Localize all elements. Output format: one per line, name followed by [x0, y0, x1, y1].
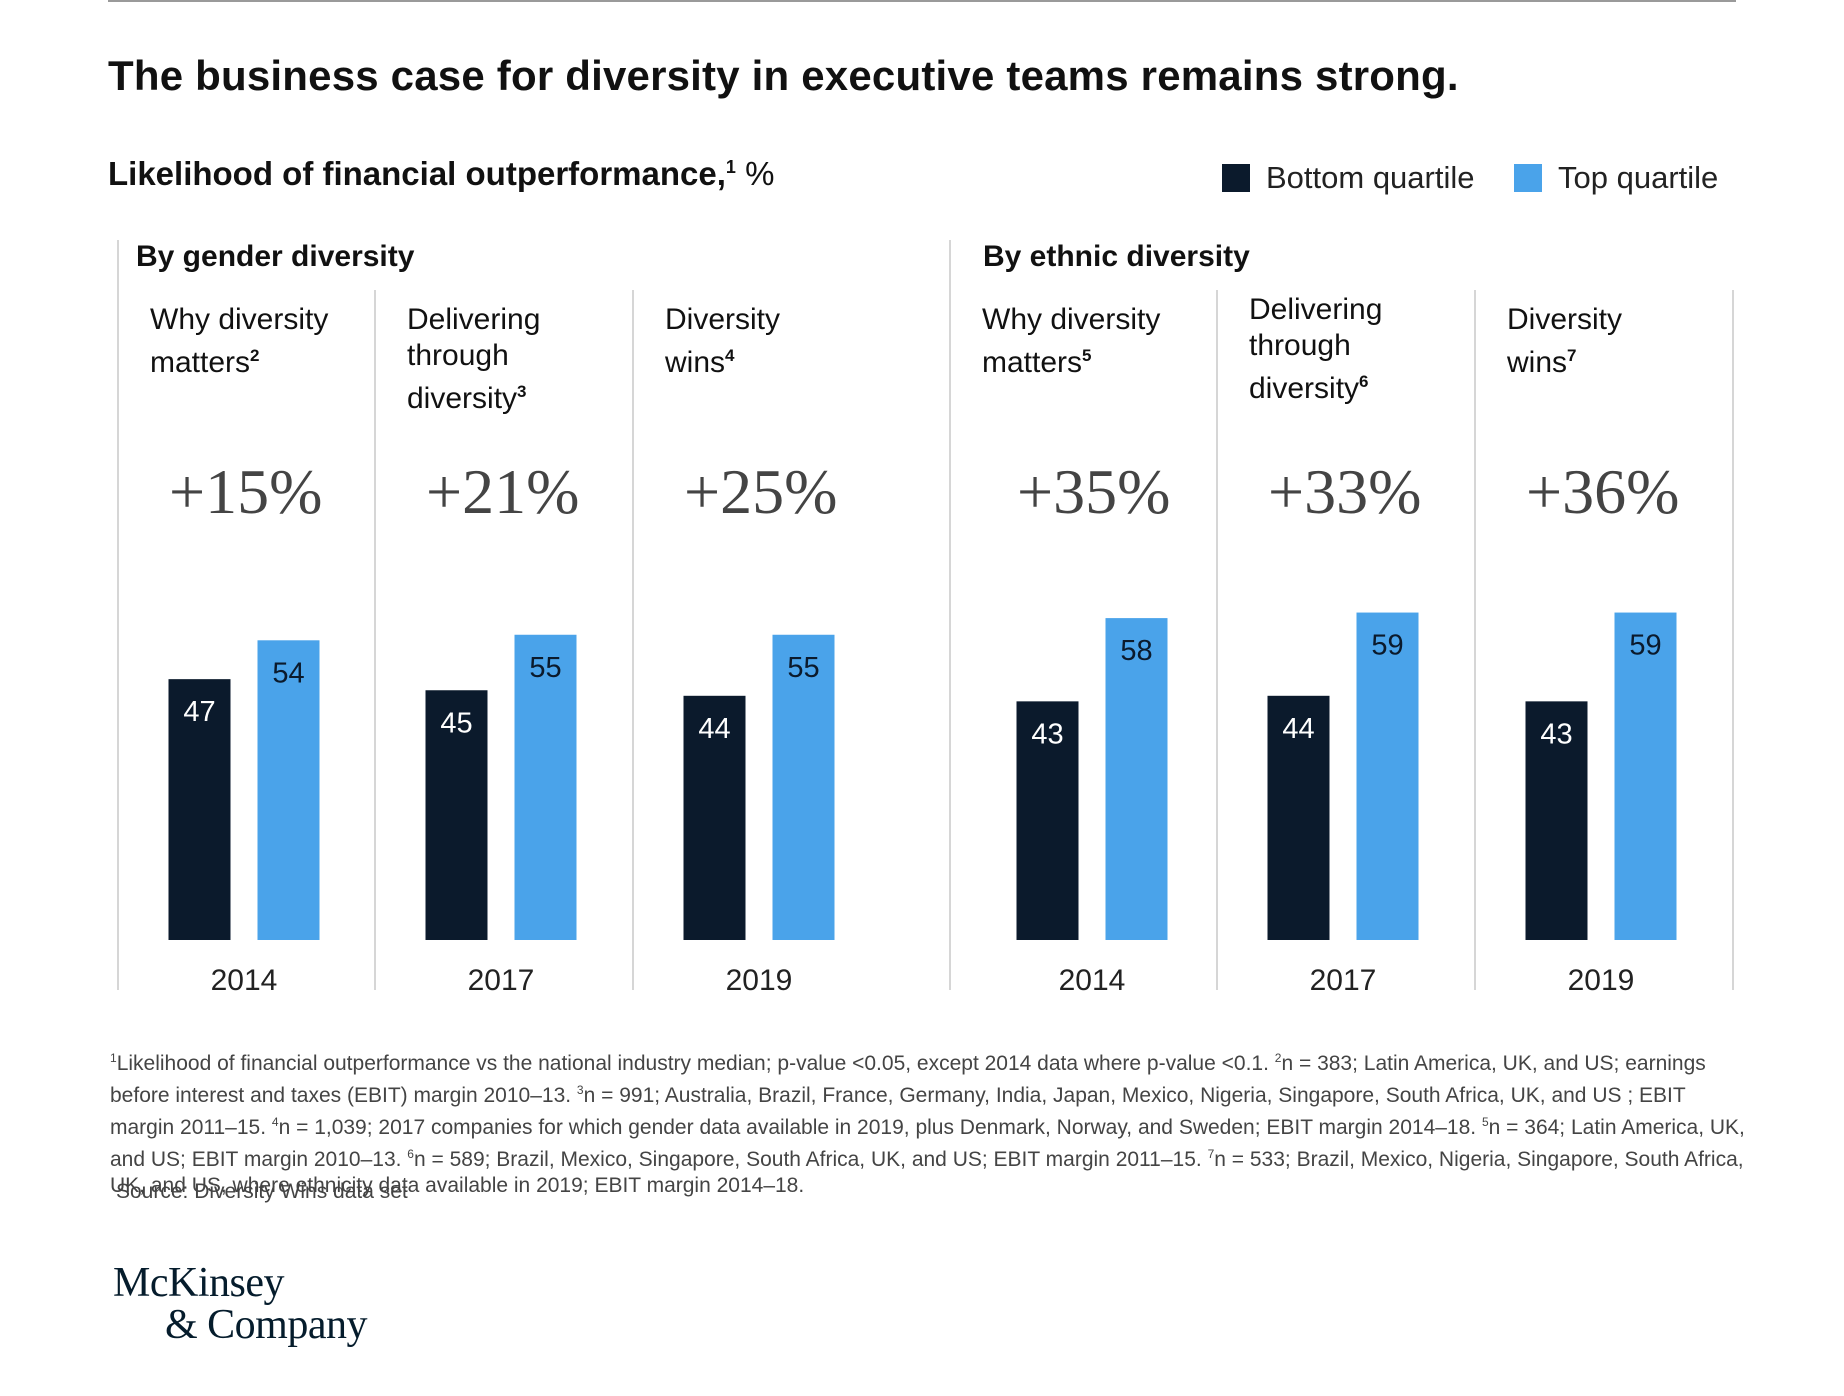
study-heading: Diversity wins4	[665, 302, 780, 381]
bar-label-bottom: 43	[1031, 718, 1063, 750]
outperformance-delta: +21%	[426, 456, 580, 527]
bar-chart: 4754201445552017445520194358201444592017…	[117, 240, 1734, 997]
outperformance-delta: +33%	[1268, 456, 1422, 527]
footnote-text-3: n = 991; Australia, Brazil, France, Germ…	[110, 1084, 1686, 1139]
bar-label-top: 59	[1371, 630, 1403, 662]
study-footnote-marker: 5	[1082, 346, 1092, 365]
legend-label-bottom: Bottom quartile	[1266, 160, 1475, 195]
bar-bottom-quartile	[1525, 701, 1588, 940]
footnote-text-2: n = 383; Latin America, UK, and US; earn…	[110, 1052, 1706, 1107]
study-heading-line: through	[407, 339, 509, 372]
top-rule	[108, 0, 1736, 2]
footnote-note-1: 1	[110, 1051, 117, 1065]
legend-top-quartile: Top quartile	[1514, 160, 1718, 196]
mckinsey-logo: McKinsey & Company	[113, 1260, 368, 1348]
study-footnote-marker: 3	[517, 382, 527, 401]
study-footnote-marker: 2	[250, 346, 260, 365]
logo-line-1: McKinsey	[113, 1260, 284, 1306]
year-label: 2017	[1310, 964, 1377, 997]
year-label: 2019	[726, 964, 793, 997]
year-label: 2014	[211, 964, 278, 997]
study-heading-line: matters	[982, 346, 1083, 379]
bar-label-bottom: 45	[440, 707, 472, 739]
legend-swatch-bottom	[1222, 164, 1250, 192]
study-heading-line: Why diversity	[982, 303, 1161, 336]
outperformance-delta: +25%	[684, 456, 838, 527]
outperformance-delta: +36%	[1526, 456, 1680, 527]
bar-bottom-quartile	[425, 690, 488, 940]
legend-bottom-quartile: Bottom quartile	[1222, 160, 1475, 196]
study-footnote-marker: 7	[1567, 346, 1577, 365]
footnote-note-4: 4	[271, 1115, 279, 1129]
chart-title: The business case for diversity in execu…	[108, 52, 1459, 99]
source-note: Source: Diversity Wins data set	[116, 1180, 408, 1203]
panel-title-ethnic: By ethnic diversity	[983, 240, 1250, 273]
study-heading-line: diversity	[1249, 372, 1360, 405]
study-heading: Why diversity matters2	[150, 302, 328, 381]
footnote-text-1: Likelihood of financial outperformance v…	[116, 1052, 1275, 1075]
study-heading-line: Delivering	[1249, 293, 1383, 326]
logo-line-2: & Company	[165, 1302, 368, 1348]
subtitle-main: Likelihood of financial outperformance,	[108, 155, 726, 192]
footnote-text-6: n = 589; Brazil, Mexico, Singapore, Sout…	[413, 1148, 1208, 1171]
panel-title-gender: By gender diversity	[136, 240, 415, 273]
bar-top-quartile	[1356, 612, 1419, 940]
bar-label-top: 59	[1629, 630, 1661, 662]
study-heading-line: wins	[1507, 346, 1568, 379]
bar-label-top: 55	[787, 652, 819, 684]
footnote-note-2: 2	[1274, 1051, 1282, 1065]
outperformance-delta: +35%	[1017, 456, 1171, 527]
study-heading-line: through	[1249, 329, 1351, 362]
study-footnote-marker: 6	[1359, 372, 1369, 391]
footnotes: 1Likelihood of financial outperformance …	[110, 1045, 1750, 1199]
legend-label-top: Top quartile	[1558, 160, 1719, 195]
bar-label-top: 58	[1120, 635, 1152, 667]
bar-label-bottom: 47	[183, 696, 215, 728]
outperformance-delta: +15%	[169, 456, 323, 527]
bar-label-bottom: 44	[1282, 713, 1314, 745]
bar-bottom-quartile	[683, 695, 746, 940]
subtitle-note: 1	[725, 157, 736, 177]
study-heading-line: wins	[665, 346, 726, 379]
bar-bottom-quartile	[1267, 695, 1330, 940]
bar-top-quartile	[1105, 618, 1168, 940]
year-label: 2014	[1059, 964, 1126, 997]
bar-label-top: 54	[272, 657, 304, 689]
bar-bottom-quartile	[1016, 701, 1079, 940]
study-footnote-marker: 4	[725, 346, 735, 365]
footnote-text-5: n = 364; Latin America, UK, and US; EBIT…	[110, 1116, 1745, 1171]
bar-label-bottom: 44	[698, 713, 730, 745]
study-heading-line: Delivering	[407, 303, 541, 336]
year-label: 2017	[468, 964, 535, 997]
study-heading-line: diversity	[407, 382, 518, 415]
footnote-note-7: 7	[1207, 1147, 1215, 1161]
study-heading-line: Diversity	[1507, 303, 1623, 336]
subtitle-unit: %	[745, 155, 775, 192]
bar-top-quartile	[257, 640, 320, 940]
study-heading: Why diversity matters5	[982, 302, 1160, 381]
year-label: 2019	[1568, 964, 1635, 997]
footnote-note-5: 5	[1481, 1115, 1489, 1129]
footnote-text-4: n = 1,039; 2017 companies for which gend…	[278, 1116, 1482, 1139]
bar-label-top: 55	[529, 652, 561, 684]
study-heading-line: matters	[150, 346, 251, 379]
study-heading: Delivering through diversity3	[407, 302, 540, 417]
bar-top-quartile	[772, 634, 835, 940]
footnote-note-3: 3	[576, 1083, 584, 1097]
study-heading-line: Diversity	[665, 303, 781, 336]
study-heading: Diversity wins7	[1507, 302, 1622, 381]
study-heading: Delivering through diversity6	[1249, 292, 1382, 407]
bar-top-quartile	[514, 634, 577, 940]
footnote-note-6: 6	[407, 1147, 414, 1161]
chart-subtitle: Likelihood of financial outperformance,1…	[108, 155, 774, 193]
legend-swatch-top	[1514, 164, 1542, 192]
bar-top-quartile	[1614, 612, 1677, 940]
footnote-text-7: n = 533; Brazil, Mexico, Nigeria, Singap…	[110, 1148, 1744, 1197]
study-heading-line: Why diversity	[150, 303, 329, 336]
bar-label-bottom: 43	[1540, 718, 1572, 750]
bar-bottom-quartile	[168, 679, 231, 940]
